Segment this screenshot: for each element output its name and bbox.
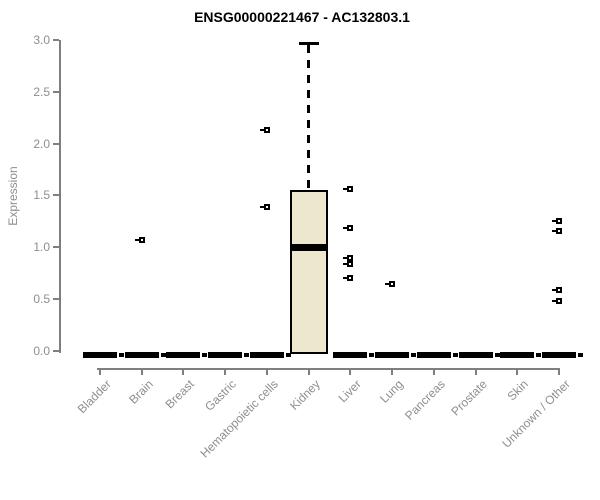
collapsed-box-nub	[452, 353, 458, 357]
outlier-point-tail	[343, 256, 348, 259]
collapsed-box	[166, 352, 201, 358]
collapsed-box-nub	[578, 353, 584, 357]
outlier-point	[263, 127, 270, 134]
y-tick	[53, 38, 59, 41]
outlier-point-tail	[552, 300, 557, 303]
collapsed-box-nub	[244, 353, 250, 357]
outlier-point	[347, 260, 354, 267]
median-line	[289, 244, 328, 252]
outlier-point	[347, 224, 354, 231]
collapsed-box	[458, 352, 493, 358]
y-tick-label: 2.0	[33, 136, 50, 151]
collapsed-box	[375, 352, 410, 358]
outlier-point	[138, 237, 145, 244]
collapsed-box	[208, 352, 243, 358]
y-tick	[53, 350, 59, 352]
y-tick	[53, 298, 59, 301]
y-tick-label: 1.0	[33, 240, 50, 255]
outlier-point	[263, 203, 270, 210]
collapsed-box-nub	[285, 353, 291, 357]
x-tick	[182, 368, 185, 375]
x-tick	[474, 368, 477, 375]
y-tick-label: 2.5	[33, 84, 50, 99]
x-tick	[391, 368, 394, 375]
collapsed-box	[500, 352, 535, 358]
x-tick	[558, 368, 561, 375]
y-axis-line	[59, 40, 61, 353]
x-tick	[432, 368, 435, 375]
outlier-point	[556, 286, 563, 293]
outlier-point	[347, 275, 354, 282]
collapsed-box	[249, 352, 284, 358]
outlier-point-tail	[552, 229, 557, 232]
x-tick	[349, 368, 352, 375]
outlier-point-tail	[552, 220, 557, 223]
x-tick	[265, 368, 268, 375]
box-rect	[289, 190, 328, 354]
collapsed-box	[542, 352, 577, 358]
whisker-line	[307, 45, 311, 190]
outlier-point	[556, 298, 563, 305]
y-tick-label: 3.0	[33, 32, 50, 47]
collapsed-box-nub	[411, 353, 417, 357]
collapsed-box	[124, 352, 159, 358]
outlier-point	[347, 186, 354, 193]
y-tick	[53, 142, 59, 145]
x-tick	[307, 368, 310, 375]
chart-title: ENSG00000221467 - AC132803.1	[194, 9, 410, 25]
outlier-point-tail	[343, 188, 348, 191]
outlier-point-tail	[343, 277, 348, 280]
y-tick-label: 1.5	[33, 188, 50, 203]
collapsed-box-nub	[369, 353, 375, 357]
x-tick	[516, 368, 519, 375]
collapsed-box	[416, 352, 451, 358]
outlier-point-tail	[385, 282, 390, 285]
outlier-point-tail	[343, 262, 348, 265]
outlier-point-tail	[343, 226, 348, 229]
collapsed-box-nub	[536, 353, 542, 357]
outlier-point	[556, 218, 563, 225]
y-tick	[53, 90, 59, 93]
x-tick	[140, 368, 143, 375]
collapsed-box-nub	[494, 353, 500, 357]
collapsed-box-nub	[119, 353, 124, 357]
x-axis-line	[97, 368, 560, 370]
outlier-point	[389, 280, 396, 287]
collapsed-box-nub	[160, 353, 166, 357]
outlier-point-tail	[259, 205, 264, 208]
y-tick	[53, 246, 59, 249]
y-tick	[53, 194, 59, 197]
collapsed-box-nub	[202, 353, 208, 357]
y-tick-label: 0.5	[33, 292, 50, 307]
collapsed-box	[83, 352, 117, 358]
x-tick	[99, 368, 101, 375]
collapsed-box	[333, 352, 368, 358]
outlier-point	[347, 254, 354, 261]
outlier-point	[556, 227, 563, 234]
outlier-point-tail	[134, 239, 139, 242]
outlier-point-tail	[259, 129, 264, 132]
y-tick-label: 0.0	[33, 344, 50, 358]
whisker-cap	[298, 42, 319, 46]
x-tick	[224, 368, 227, 375]
outlier-point-tail	[552, 288, 557, 291]
